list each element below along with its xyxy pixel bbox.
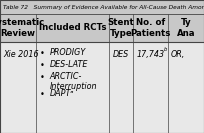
Bar [0,0,204,14]
Text: DES: DES [113,50,129,59]
Text: DAPTᵃ: DAPTᵃ [50,89,74,98]
Text: Xie 2016: Xie 2016 [3,50,39,59]
Text: PRODIGY: PRODIGY [50,48,86,57]
Text: Ty
Ana: Ty Ana [177,18,195,38]
Text: Included RCTs: Included RCTs [39,24,106,32]
Text: •: • [40,61,45,70]
Text: •: • [40,73,45,82]
Text: b: b [164,47,167,52]
Text: No. of
Patients: No. of Patients [130,18,171,38]
Text: ARCTIC-
Interruption: ARCTIC- Interruption [50,72,97,91]
Text: 17,743: 17,743 [137,50,165,59]
Bar [0,14,204,42]
Text: •: • [40,90,45,99]
Text: DES-LATE: DES-LATE [50,60,88,69]
Text: •: • [40,49,45,58]
Bar [0,42,204,133]
Text: OR,: OR, [170,50,185,59]
Text: Table 72   Summary of Evidence Available for All-Cause Death Among Patients With: Table 72 Summary of Evidence Available f… [3,5,204,9]
Text: Stent
Type: Stent Type [108,18,134,38]
Text: Systematic
Review: Systematic Review [0,18,45,38]
